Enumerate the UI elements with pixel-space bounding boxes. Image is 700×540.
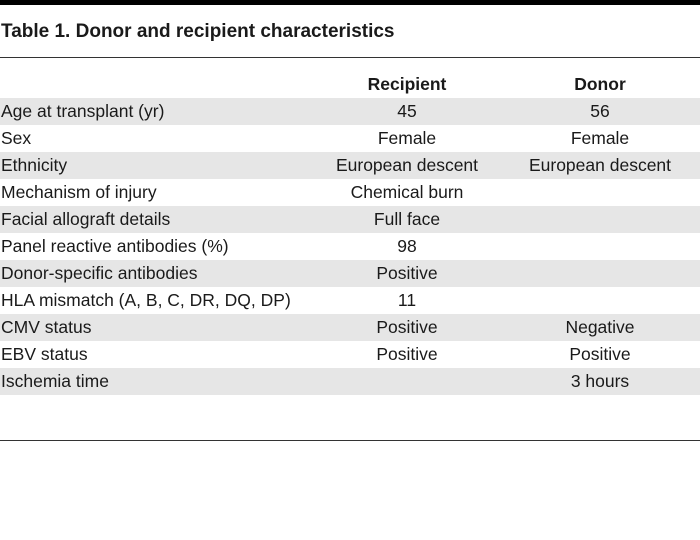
row-label: EBV status	[1, 344, 88, 364]
donor-value: Female	[570, 128, 630, 148]
row-label: Ethnicity	[1, 155, 68, 175]
header-donor: Donor	[574, 74, 626, 94]
recipient-value: Female	[377, 128, 437, 148]
row-label: Panel reactive antibodies (%)	[1, 236, 229, 256]
row-label: Donor-specific antibodies	[1, 263, 198, 283]
row-label: Sex	[1, 128, 32, 148]
table-row: Ethnicity European descent European desc…	[0, 152, 700, 179]
recipient-value: 98	[397, 236, 417, 256]
header-recipient: Recipient	[367, 74, 447, 94]
recipient-value: Positive	[376, 317, 438, 337]
table-row: Ischemia time 3 hours	[0, 368, 700, 395]
table-header-row: Recipient Donor	[0, 70, 700, 98]
row-label: HLA mismatch (A, B, C, DR, DQ, DP)	[1, 290, 291, 310]
row-label: Ischemia time	[1, 371, 109, 391]
row-label: Facial allograft details	[1, 209, 171, 229]
header-divider	[0, 57, 700, 58]
recipient-value: 45	[397, 101, 417, 121]
table-row: Facial allograft details Full face	[0, 206, 700, 233]
table-row: Sex Female Female	[0, 125, 700, 152]
row-label: Age at transplant (yr)	[1, 101, 165, 121]
recipient-value: 11	[397, 290, 417, 310]
row-label: Mechanism of injury	[1, 182, 157, 202]
recipient-value: Positive	[376, 344, 438, 364]
donor-value: European descent	[528, 155, 672, 175]
donor-value: Negative	[565, 317, 635, 337]
recipient-value: European descent	[335, 155, 479, 175]
table-bottom-rule	[0, 440, 700, 441]
donor-value: Positive	[569, 344, 631, 364]
characteristics-table: Recipient Donor Age at transplant (yr) 4…	[0, 70, 700, 395]
recipient-value: Full face	[373, 209, 441, 229]
table-row: Mechanism of injury Chemical burn	[0, 179, 700, 206]
table-row: Age at transplant (yr) 45 56	[0, 98, 700, 125]
table-row: Panel reactive antibodies (%) 98	[0, 233, 700, 260]
row-label: CMV status	[1, 317, 92, 337]
donor-value: 3 hours	[570, 371, 630, 391]
recipient-value: Positive	[376, 263, 438, 283]
table-title: Table 1. Donor and recipient characteris…	[1, 21, 395, 42]
table-row: HLA mismatch (A, B, C, DR, DQ, DP) 11	[0, 287, 700, 314]
table-row: Donor-specific antibodies Positive	[0, 260, 700, 287]
top-border-bar	[0, 0, 700, 5]
table-row: EBV status Positive Positive	[0, 341, 700, 368]
table-row: CMV status Positive Negative	[0, 314, 700, 341]
donor-value: 56	[590, 101, 610, 121]
recipient-value: Chemical burn	[350, 182, 464, 202]
